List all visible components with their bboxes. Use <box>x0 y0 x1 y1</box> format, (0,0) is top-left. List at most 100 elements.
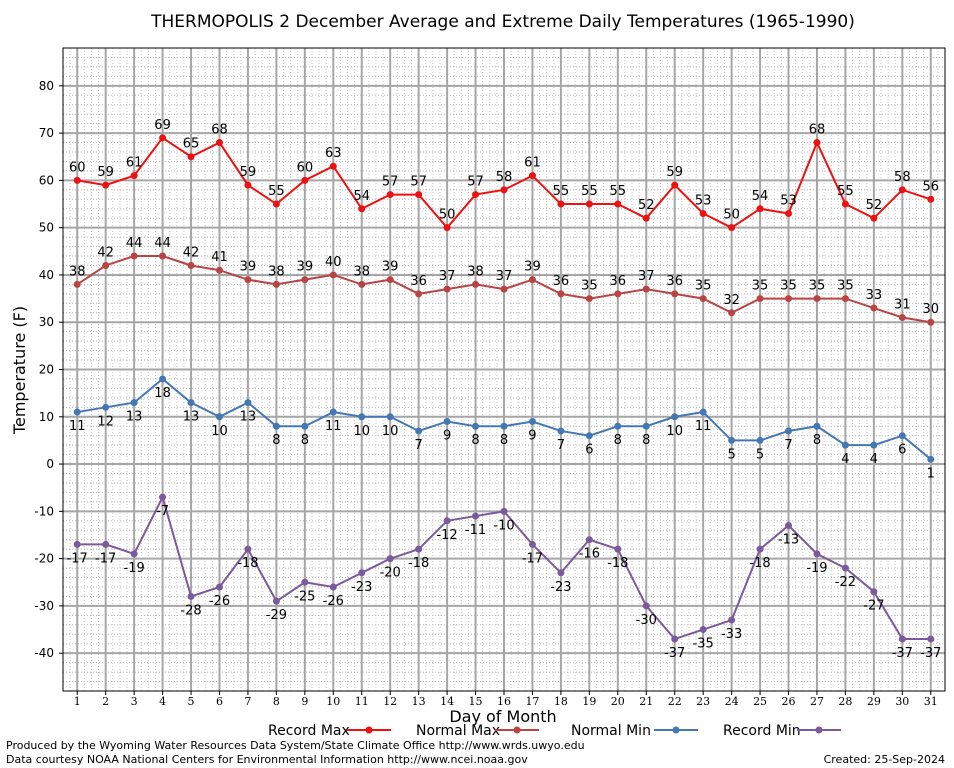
y-tick-label: 30 <box>39 315 54 329</box>
data-label: 4 <box>841 452 849 467</box>
data-point <box>528 418 536 426</box>
data-point <box>443 517 451 525</box>
data-label: 56 <box>923 179 940 194</box>
series-normal-min: 11 12 13 18 13 10 13 8 8 11 10 10 7 9 8 8 9 7 6 8 8 10 11 5 5 7 8 4… <box>69 375 935 481</box>
data-label: 5 <box>727 447 735 462</box>
data-point <box>159 493 167 501</box>
data-point <box>500 186 508 194</box>
data-label: 53 <box>780 193 797 208</box>
data-point <box>102 181 110 189</box>
data-label: 35 <box>809 279 826 294</box>
data-label: 32 <box>723 293 740 308</box>
data-point <box>585 432 593 440</box>
x-tick-label: 18 <box>554 695 568 708</box>
data-label: 55 <box>610 184 627 199</box>
series-record-max: 60 59 61 69 65 68 59 55 60 63 54 57 57 50 57 58 61 55 55 55… <box>69 118 940 232</box>
data-point <box>785 427 793 435</box>
data-label: 57 <box>410 175 427 190</box>
data-label: 52 <box>866 198 883 213</box>
x-tick-label: 28 <box>838 695 852 708</box>
data-label: -16 <box>579 547 600 562</box>
data-label: 58 <box>496 170 513 185</box>
x-tick-label: 2 <box>102 695 109 708</box>
legend-item-record-min: Record Min <box>723 723 841 739</box>
data-label: 13 <box>183 410 200 425</box>
y-tick-label: 70 <box>39 126 54 140</box>
data-label: 38 <box>69 264 86 279</box>
data-point <box>472 191 480 199</box>
data-label: 13 <box>126 410 143 425</box>
data-point <box>301 422 309 430</box>
x-axis-label: Day of Month <box>449 707 556 726</box>
data-point <box>358 569 366 577</box>
data-label: -30 <box>636 613 657 628</box>
y-tick-label: -20 <box>34 552 54 566</box>
data-point <box>785 522 793 530</box>
data-point <box>813 422 821 430</box>
data-point <box>756 436 764 444</box>
data-label: 42 <box>183 245 200 260</box>
footer-created-date: Created: 25-Sep-2024 <box>824 753 945 766</box>
data-point <box>358 413 366 421</box>
x-tick-label: 27 <box>810 695 824 708</box>
data-label: 6 <box>898 443 906 458</box>
x-tick-label: 31 <box>924 695 938 708</box>
data-label: -22 <box>835 575 856 590</box>
data-point <box>870 304 878 312</box>
data-point <box>301 176 309 184</box>
data-label: 18 <box>154 386 171 401</box>
data-label: -26 <box>209 594 230 609</box>
data-label: -13 <box>778 533 799 548</box>
data-point <box>500 285 508 293</box>
data-point <box>73 408 81 416</box>
data-label: 36 <box>553 274 570 289</box>
data-point <box>785 209 793 217</box>
data-point <box>870 588 878 596</box>
x-tick-label: 1 <box>74 695 81 708</box>
data-point <box>130 399 138 407</box>
data-label: 59 <box>240 165 257 180</box>
data-label: 69 <box>154 118 171 133</box>
y-tick-label: 50 <box>39 221 54 235</box>
legend: Record Max Normal Max Normal Min Record Min <box>268 723 841 739</box>
data-label: 61 <box>524 156 541 171</box>
data-point <box>443 418 451 426</box>
data-label: 1 <box>927 466 935 481</box>
data-label: 6 <box>585 443 593 458</box>
data-point <box>130 172 138 180</box>
data-point <box>927 635 935 643</box>
data-point <box>472 422 480 430</box>
x-tick-label: 3 <box>131 695 138 708</box>
x-tick-label: 17 <box>525 695 539 708</box>
data-point <box>841 200 849 208</box>
legend-swatch-marker <box>672 726 680 734</box>
data-label: 39 <box>297 260 314 275</box>
x-tick-label: 25 <box>753 695 767 708</box>
y-tick-label: 0 <box>46 457 54 471</box>
data-label: 39 <box>524 260 541 275</box>
data-point <box>528 540 536 548</box>
data-label: -25 <box>294 589 315 604</box>
data-point <box>528 276 536 284</box>
data-point <box>870 441 878 449</box>
data-label: -11 <box>465 523 486 538</box>
data-point <box>898 186 906 194</box>
data-point <box>73 280 81 288</box>
data-point <box>415 290 423 298</box>
data-point <box>272 280 280 288</box>
data-point <box>386 191 394 199</box>
data-point <box>671 290 679 298</box>
x-tick-label: 11 <box>355 695 369 708</box>
x-tick-label: 7 <box>244 695 251 708</box>
data-point <box>215 583 223 591</box>
data-point <box>472 512 480 520</box>
data-label: -23 <box>351 580 372 595</box>
y-tick-label: 20 <box>39 363 54 377</box>
data-point <box>785 295 793 303</box>
data-point <box>671 635 679 643</box>
x-tick-label: 15 <box>469 695 483 708</box>
data-label: 30 <box>923 302 940 317</box>
data-point <box>557 569 565 577</box>
x-tick-label: 30 <box>895 695 909 708</box>
